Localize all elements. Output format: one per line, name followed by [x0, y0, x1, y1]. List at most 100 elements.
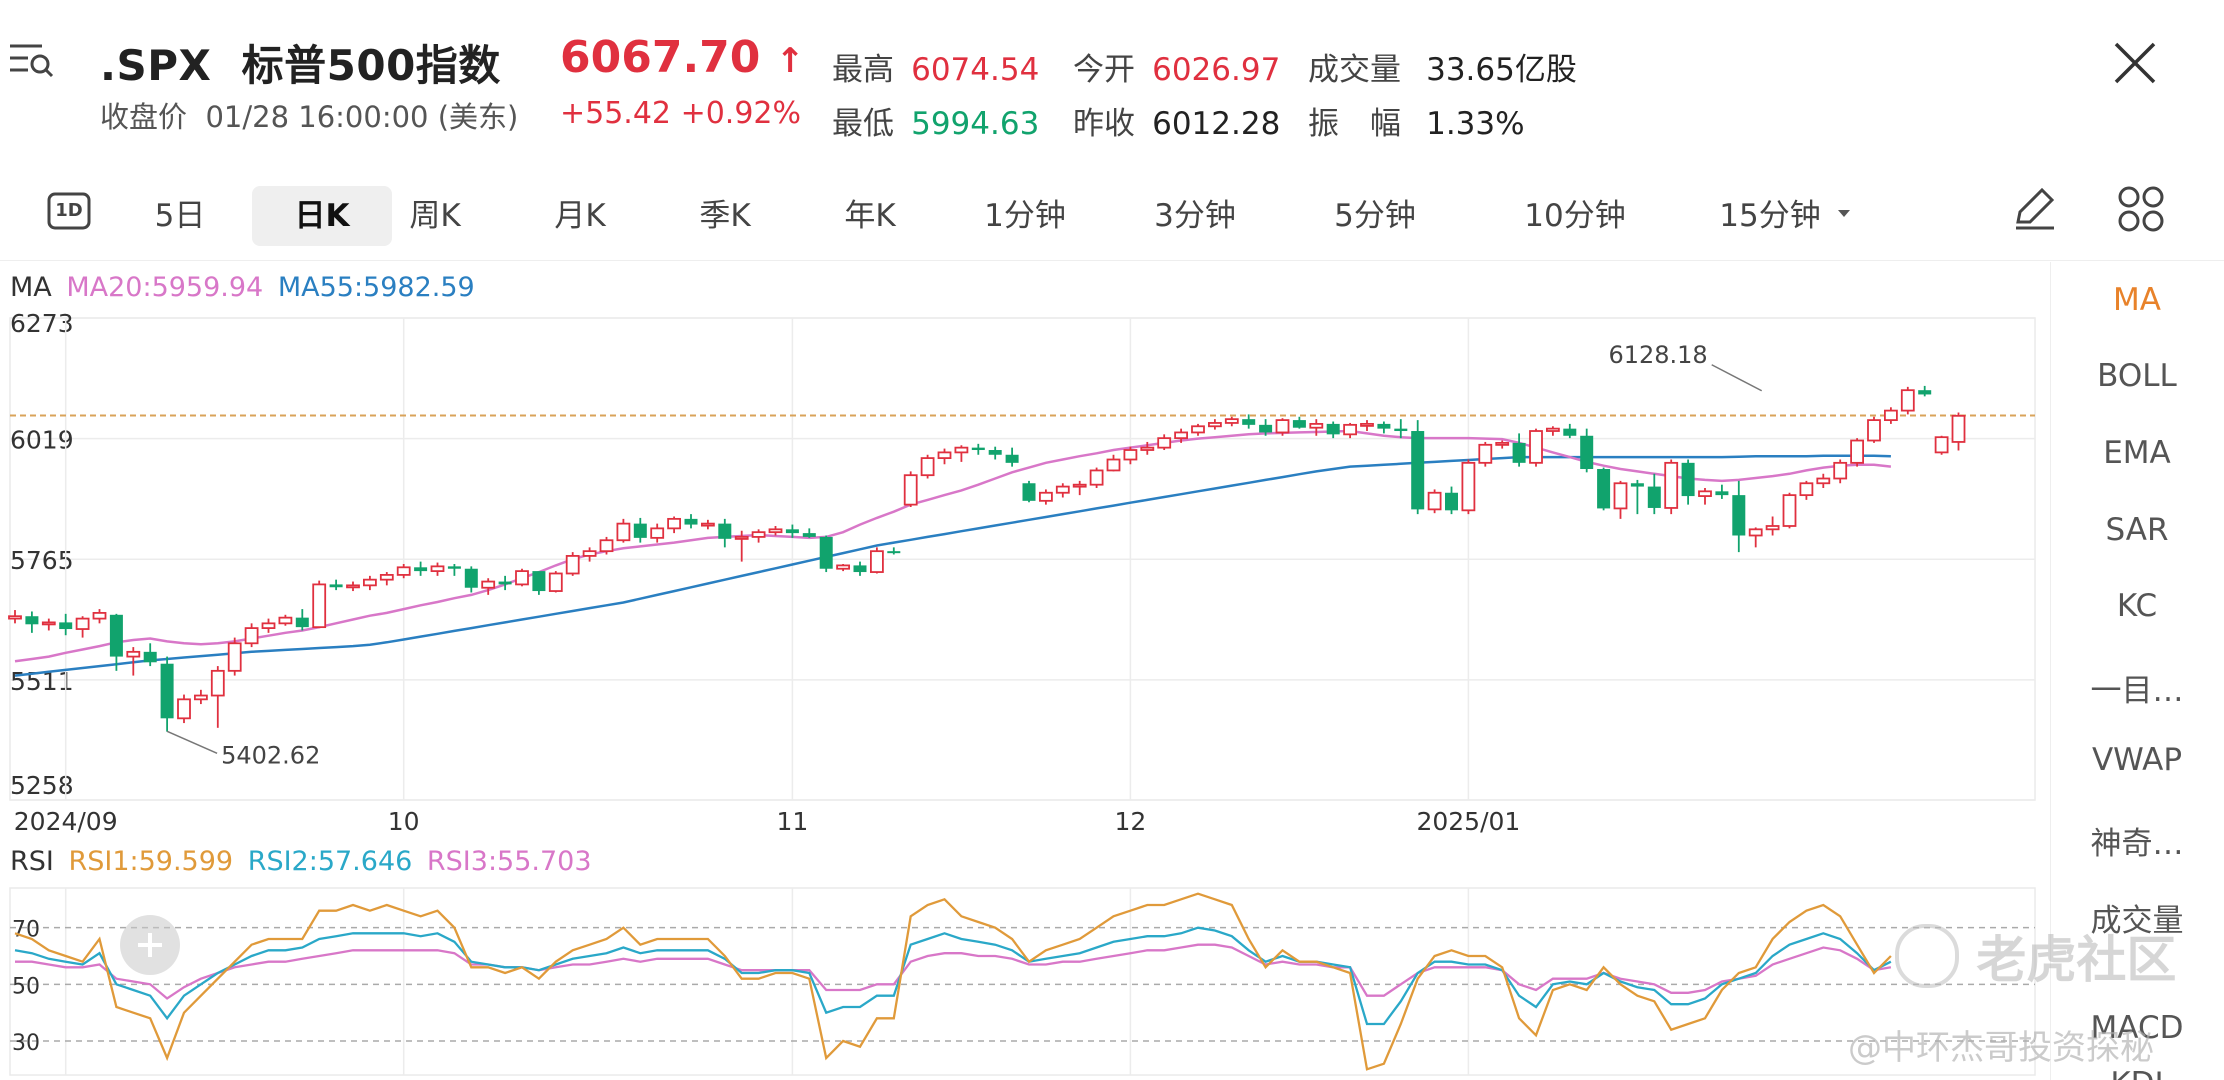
- candle-body: [1445, 492, 1458, 511]
- indicator-1[interactable]: BOLL: [2097, 358, 2177, 394]
- candle-body: [836, 564, 850, 570]
- candle-body: [1174, 431, 1188, 440]
- tab-4[interactable]: 季K: [699, 198, 751, 234]
- close-icon[interactable]: [2112, 40, 2158, 86]
- watermark-author: @中环杰哥投资探秘: [1848, 1028, 2154, 1068]
- draw-tool-icon[interactable]: [2010, 184, 2060, 234]
- indicator-10[interactable]: KDJ: [2052, 1066, 2222, 1080]
- indicator-3[interactable]: SAR: [2105, 512, 2169, 548]
- stat-prev-close: 昨收 6012.28: [1073, 98, 1280, 143]
- tab-8[interactable]: 5分钟: [1334, 198, 1416, 234]
- candle-body: [75, 617, 90, 630]
- candle-body: [1918, 390, 1932, 395]
- candle-body: [414, 567, 428, 572]
- indicator-0[interactable]: MA: [2113, 282, 2161, 318]
- candle-body: [396, 566, 411, 576]
- dropdown-caret-icon[interactable]: [1836, 205, 1852, 217]
- tab-1d-label: 1D: [55, 200, 83, 221]
- indicator-9[interactable]: MACD: [2090, 1010, 2184, 1046]
- toolbar-divider: [0, 260, 2224, 261]
- candle-body: [59, 622, 73, 630]
- menu-icon[interactable]: [8, 40, 54, 80]
- candle-body: [1900, 389, 1915, 412]
- indicator-6[interactable]: VWAP: [2091, 742, 2183, 778]
- candle-body: [1360, 422, 1374, 427]
- stat-value: 5994.63: [911, 106, 1040, 142]
- candle-body: [1597, 469, 1611, 509]
- tab-7[interactable]: 3分钟: [1154, 198, 1236, 234]
- candle-body: [1242, 419, 1256, 425]
- plus-icon: [138, 933, 162, 957]
- rsi-tick-label: 70: [12, 918, 40, 943]
- candle-body: [870, 550, 884, 573]
- candle-body: [1055, 485, 1070, 494]
- tab-10[interactable]: 15分钟: [1719, 198, 1821, 234]
- candle-body: [1411, 431, 1425, 510]
- close-timestamp: 01/28 16:00:00 (美东): [205, 100, 519, 134]
- candle-body: [988, 450, 1002, 455]
- indicator-2[interactable]: EMA: [2103, 435, 2171, 471]
- symbol-title: .SPX 标普500指数: [100, 32, 501, 93]
- zoom-in-button[interactable]: [120, 915, 180, 975]
- candle-body: [1630, 483, 1644, 487]
- index-name: 标普500指数: [241, 41, 501, 90]
- tab-3[interactable]: 月K: [554, 198, 606, 234]
- candle-body: [1833, 461, 1848, 480]
- candle-body: [1191, 425, 1205, 434]
- candle-body: [1224, 418, 1239, 424]
- indicator-7[interactable]: 神奇…: [2090, 826, 2184, 862]
- candle-body: [1478, 443, 1493, 464]
- candle-body: [1732, 495, 1746, 536]
- candle-body: [1208, 422, 1222, 428]
- candle-body: [498, 581, 512, 585]
- grid-layout-icon[interactable]: [2116, 184, 2166, 234]
- x-tick-label: 10: [388, 807, 420, 836]
- change-percent: +0.92%: [680, 96, 802, 131]
- tab-9[interactable]: 10分钟: [1524, 198, 1626, 234]
- candle-body: [227, 642, 242, 672]
- stat-label: 最低: [832, 106, 894, 142]
- tab-2[interactable]: 周K: [409, 198, 461, 234]
- candle-body: [1681, 462, 1695, 497]
- stat-value: 6026.97: [1152, 52, 1281, 88]
- candle-body: [548, 572, 563, 592]
- rsi2-label: RSI2:57.646: [247, 846, 413, 877]
- candle-body: [887, 551, 901, 554]
- candle-body: [430, 565, 445, 573]
- ma-label: MA: [10, 272, 52, 303]
- candle-body: [261, 622, 276, 629]
- tab-1d-button[interactable]: 1D: [46, 186, 92, 232]
- price-change: +55.42 +0.92%: [560, 96, 801, 131]
- tab-6[interactable]: 1分钟: [984, 198, 1066, 234]
- candle-body: [1377, 423, 1391, 429]
- candle-body: [346, 584, 360, 589]
- tab-0[interactable]: 5日: [154, 198, 206, 234]
- candle-body: [1022, 483, 1036, 501]
- side-divider: [2050, 262, 2051, 1080]
- indicator-8[interactable]: 成交量: [2090, 903, 2184, 939]
- indicator-4[interactable]: KC: [2116, 588, 2158, 624]
- candle-body: [768, 528, 783, 534]
- x-tick-label: 2024/09: [14, 807, 118, 836]
- candle-body: [650, 527, 665, 539]
- watermark-logo-text: 老虎社区: [1976, 931, 2177, 989]
- candle-body: [1613, 482, 1628, 510]
- tab-5[interactable]: 年K: [844, 198, 896, 234]
- stat-volume: 成交量 33.65亿股: [1308, 44, 1577, 89]
- indicator-5[interactable]: 一目…: [2090, 673, 2184, 709]
- tab-1[interactable]: 日K: [252, 186, 392, 246]
- candle-body: [92, 611, 107, 620]
- candle-body: [1343, 423, 1357, 436]
- candle-body: [1664, 461, 1679, 509]
- stat-label: 昨收: [1073, 106, 1135, 142]
- candle-body: [1394, 428, 1408, 432]
- ticker-symbol: .SPX: [100, 41, 212, 90]
- candle-body: [1782, 494, 1797, 527]
- candle-body: [1005, 454, 1019, 463]
- candle-body: [515, 570, 529, 586]
- stat-value: 1.33%: [1426, 106, 1525, 142]
- x-tick-label: 2025/01: [1416, 807, 1520, 836]
- candle-body: [599, 539, 614, 553]
- ma-legend: MA MA20:5959.94 MA55:5982.59: [10, 272, 475, 303]
